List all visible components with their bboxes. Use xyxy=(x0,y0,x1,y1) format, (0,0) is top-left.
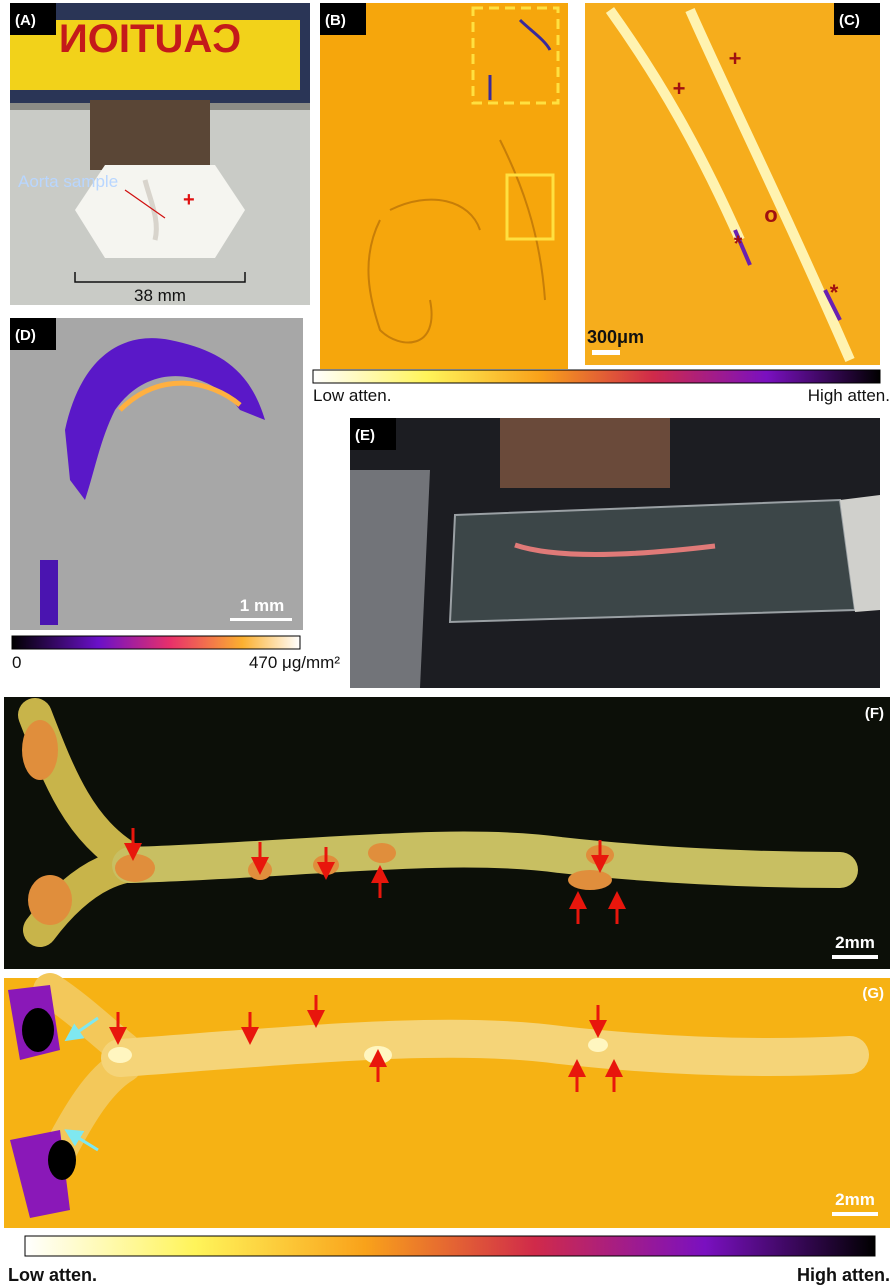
annotation: Aorta sample xyxy=(18,172,118,191)
panel-label: (D) xyxy=(15,327,36,344)
panel-g: 2mm (G) xyxy=(4,978,890,1228)
colorbar-high: High atten. xyxy=(808,386,890,405)
colorbar-max: 470 μg/mm² xyxy=(249,653,340,672)
marker: + xyxy=(673,76,686,101)
panel-label: (C) xyxy=(839,12,860,29)
colorbar-bottom: Low atten. High atten. xyxy=(8,1236,890,1285)
marker: + xyxy=(183,189,195,211)
panel-label: (E) xyxy=(355,427,375,444)
marker: + xyxy=(729,46,742,71)
panel-label: (F) xyxy=(865,705,884,722)
scale-label: 2mm xyxy=(835,1190,875,1209)
panel-label: (G) xyxy=(862,985,884,1002)
marker: * xyxy=(830,280,839,305)
panel-b: (B) xyxy=(320,3,568,369)
scale-label: 38 mm xyxy=(134,286,186,305)
marker: * xyxy=(734,231,743,256)
marker: o xyxy=(764,202,777,227)
panel-a: CAUTION Aorta sample + 38 mm (A) xyxy=(10,3,310,305)
colorbar-min: 0 xyxy=(12,653,21,672)
scale-label: 2mm xyxy=(835,933,875,952)
panel-d: 1 mm (D) 0 470 μg/mm² xyxy=(10,318,340,672)
panel-f: 2mm (F) xyxy=(4,697,890,969)
colorbar-high: High atten. xyxy=(797,1265,890,1285)
panel-c: + + o * * 300μm (C) xyxy=(585,3,880,365)
panel-label: (A) xyxy=(15,12,36,29)
colorbar-low: Low atten. xyxy=(8,1265,97,1285)
scale-label: 300μm xyxy=(587,327,644,347)
figure: CAUTION Aorta sample + 38 mm (A) (B) + +… xyxy=(0,0,894,1286)
caution-sign: CAUTION xyxy=(59,17,241,61)
colorbar-top: Low atten. High atten. xyxy=(313,370,890,405)
panel-e: (E) xyxy=(350,418,880,688)
colorbar-low: Low atten. xyxy=(313,386,391,405)
panel-label: (B) xyxy=(325,12,346,29)
scale-label: 1 mm xyxy=(240,596,284,615)
